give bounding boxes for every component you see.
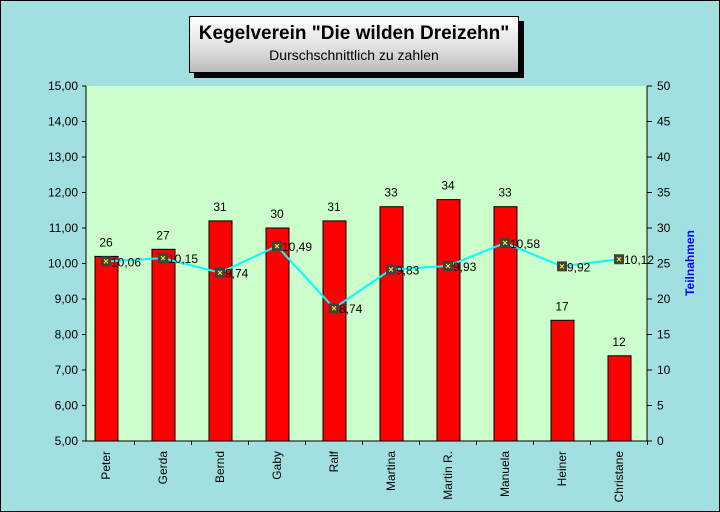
bar-data-label: 31	[327, 200, 341, 214]
left-tick-label: 11,00	[49, 221, 78, 235]
line-marker-x	[274, 243, 280, 249]
x-tick-label: Martin R.	[441, 451, 455, 500]
bar-data-label: 33	[498, 186, 512, 200]
line-data-label: 10,49	[282, 240, 312, 254]
line-marker-x	[616, 256, 622, 262]
line-data-label: 9,92	[567, 260, 591, 274]
line-data-label: 10,12	[624, 253, 654, 267]
right-tick-label: 40	[657, 150, 671, 164]
line-marker-x	[160, 255, 166, 261]
right-tick-label: 25	[657, 257, 671, 271]
left-tick-label: 7,00	[55, 363, 79, 377]
bar-data-label: 30	[270, 207, 284, 221]
bar-data-label: 31	[213, 200, 227, 214]
line-marker-x	[331, 305, 337, 311]
line-marker-x	[559, 263, 565, 269]
line-marker-x	[502, 240, 508, 246]
line-data-label: 9,93	[453, 260, 477, 274]
line-data-label: 8,74	[339, 302, 363, 316]
right-tick-label: 35	[657, 186, 671, 200]
line-marker-x	[217, 270, 223, 276]
left-tick-label: 12,00	[48, 186, 78, 200]
bar	[607, 355, 632, 442]
line-data-label: 9,74	[225, 267, 249, 281]
bar	[151, 248, 176, 442]
x-tick-label: Manuela	[498, 451, 512, 497]
bar	[493, 206, 518, 442]
bar-data-label: 27	[156, 228, 170, 242]
line-series	[105, 241, 620, 310]
bar-data-label: 17	[555, 299, 569, 313]
chart-subtitle: Durschschnittlich zu zahlen	[269, 47, 439, 63]
bar	[322, 220, 347, 442]
title-box: Kegelverein "Die wilden Dreizehn" Dursch…	[189, 16, 519, 73]
bar-data-label: 34	[441, 179, 455, 193]
x-tick-label: Gerda	[156, 451, 170, 485]
x-tick-label: Christane	[612, 451, 626, 503]
left-tick-label: 6,00	[55, 399, 79, 413]
left-tick-label: 5,00	[55, 434, 79, 448]
left-tick-label: 9,00	[55, 292, 79, 306]
x-tick-label: Ralf	[327, 450, 341, 472]
left-tick-label: 8,00	[55, 328, 79, 342]
bar	[265, 227, 290, 442]
x-tick-label: Gaby	[270, 451, 284, 480]
line-data-label: 10,06	[111, 255, 141, 269]
bar-data-label: 12	[612, 335, 626, 349]
line-marker-x	[445, 263, 451, 269]
left-tick-label: 10,00	[48, 257, 78, 271]
bar	[94, 255, 119, 442]
bar	[436, 199, 461, 442]
right-tick-label: 5	[657, 399, 664, 413]
right-tick-label: 45	[657, 115, 671, 129]
bar-data-label: 33	[384, 186, 398, 200]
bar	[208, 220, 233, 442]
left-tick-label: 14,00	[48, 115, 78, 129]
line-data-label: 10,58	[510, 237, 540, 251]
bar-data-label: 26	[99, 235, 113, 249]
bar	[550, 319, 575, 442]
bar	[379, 206, 404, 442]
right-tick-label: 50	[657, 79, 671, 93]
right-axis-title: Teilnahmen	[683, 230, 697, 296]
right-tick-label: 30	[657, 221, 671, 235]
right-tick-label: 15	[657, 328, 671, 342]
left-tick-label: 15,00	[48, 79, 78, 93]
line-marker-x	[103, 259, 109, 264]
x-tick-label: Bernd	[213, 451, 227, 483]
x-tick-label: Martina	[384, 451, 398, 491]
x-tick-label: Heiner	[555, 451, 569, 486]
right-tick-label: 20	[657, 292, 671, 306]
chart-title: Kegelverein "Die wilden Dreizehn"	[198, 23, 510, 44]
right-tick-label: 10	[657, 363, 671, 377]
right-tick-label: 0	[657, 434, 664, 448]
line-data-label: 10,15	[168, 252, 198, 266]
left-tick-label: 13,00	[48, 150, 78, 164]
line-marker-x	[388, 267, 394, 272]
x-tick-label: Peter	[99, 451, 113, 480]
line-data-label: 9,83	[396, 264, 420, 278]
